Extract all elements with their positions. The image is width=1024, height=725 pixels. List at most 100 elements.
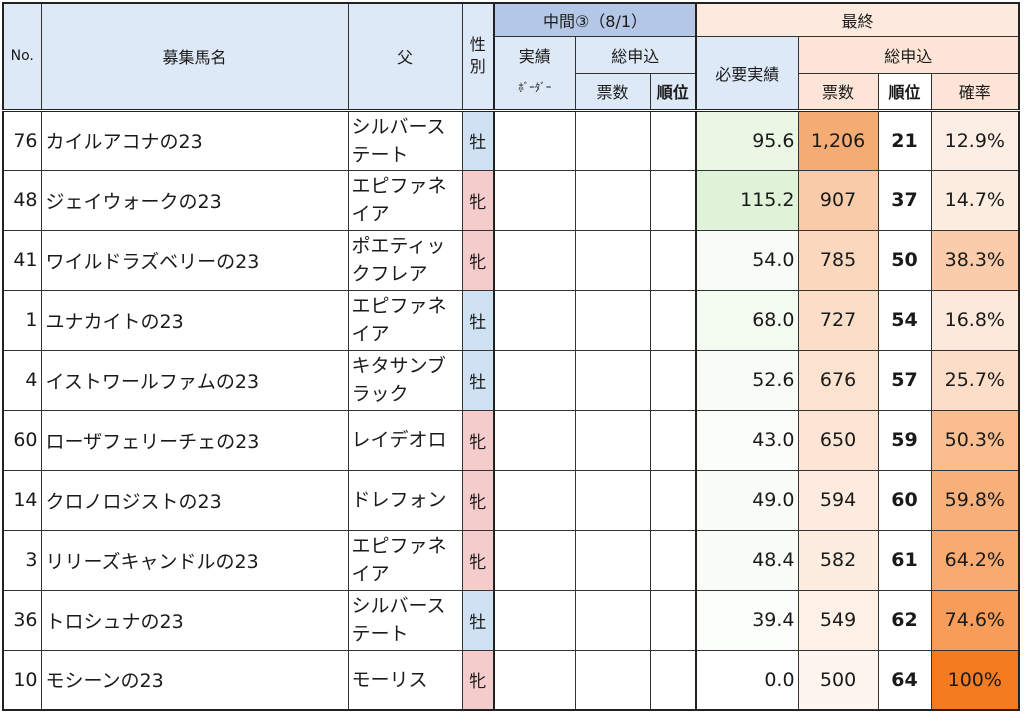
final-rank-cell: 54 xyxy=(877,289,932,351)
probability-cell: 38.3% xyxy=(930,229,1020,291)
sire-cell: エピファネイア xyxy=(347,529,463,591)
mid-border-cell xyxy=(493,349,576,411)
horse-name-cell: ジェイウォークの23 xyxy=(40,169,349,231)
sex-cell: 牝 xyxy=(461,229,495,291)
header-final-total: 総申込 xyxy=(797,35,1020,74)
header-final-rate: 確率 xyxy=(930,72,1020,111)
mid-rank-cell xyxy=(649,289,697,351)
mid-rank-cell xyxy=(649,529,697,591)
probability-cell: 100% xyxy=(930,649,1020,711)
final-votes-cell: 549 xyxy=(797,589,879,651)
row-number-cell: 1 xyxy=(2,289,42,351)
horse-name-cell: クロノロジストの23 xyxy=(40,469,349,531)
sire-cell: シルバーステート xyxy=(347,108,463,171)
final-votes-cell: 727 xyxy=(797,289,879,351)
horse-name-cell: ユナカイトの23 xyxy=(40,289,349,351)
header-mid-border-sublabel: ﾎﾞｰﾀﾞｰ xyxy=(518,80,552,94)
row-number-cell: 76 xyxy=(2,108,42,171)
probability-cell: 59.8% xyxy=(930,469,1020,531)
sex-cell: 牡 xyxy=(461,108,495,171)
header-sire: 父 xyxy=(347,2,463,111)
mid-border-cell xyxy=(493,409,576,471)
final-rank-cell: 37 xyxy=(877,169,932,231)
horse-name-cell: モシーンの23 xyxy=(40,649,349,711)
horse-name-cell: カイルアコナの23 xyxy=(40,108,349,171)
sire-cell: エピファネイア xyxy=(347,289,463,351)
row-number-cell: 36 xyxy=(2,589,42,651)
header-sex-label: 性別 xyxy=(469,35,486,77)
table-row: 1 ユナカイトの23 エピファネイア牡 68.0 727 54 16.8% xyxy=(2,289,1020,351)
sire-cell: ドレフォン xyxy=(347,469,463,531)
final-votes-cell: 676 xyxy=(797,349,879,411)
header-row-3: 票数 順位 票数 順位 確率 xyxy=(3,72,1020,111)
header-no: No. xyxy=(2,2,42,111)
mid-border-cell xyxy=(493,589,576,651)
table-header: No. 募集馬名 父 性別 中間③（8/1） 最終 実績 ﾎﾞｰﾀﾞｰ 総申込 必… xyxy=(2,2,1020,111)
horse-name-cell: リリーズキャンドルの23 xyxy=(40,529,349,591)
final-rank-cell: 61 xyxy=(877,529,932,591)
sex-cell: 牝 xyxy=(461,529,495,591)
table-row: 10 モシーンの23 モーリス牝 0.0 500 64 100% xyxy=(2,649,1020,711)
mid-rank-cell xyxy=(649,349,697,411)
final-votes-cell: 1,206 xyxy=(797,108,879,171)
final-rank-cell: 64 xyxy=(877,649,932,711)
header-row-1: No. 募集馬名 父 性別 中間③（8/1） 最終 xyxy=(2,2,1020,111)
horse-name-cell: ワイルドラズベリーの23 xyxy=(40,229,349,291)
table-body: 76 カイルアコナの23 シルバーステート牡 95.6 1,206 21 12.9% 48 ジェ… xyxy=(2,108,1020,711)
table-row: 48 ジェイウォークの23 エピファネイア牝 115.2 907 37 14.7% xyxy=(2,169,1020,231)
final-rank-cell: 60 xyxy=(877,469,932,531)
required-performance-cell: 39.4 xyxy=(695,589,799,651)
final-votes-cell: 907 xyxy=(797,169,879,231)
sex-cell: 牝 xyxy=(461,469,495,531)
horse-name-cell: イストワールファムの23 xyxy=(40,349,349,411)
mid-votes-cell xyxy=(574,649,651,711)
header-final-votes: 票数 xyxy=(797,72,879,111)
mid-border-cell xyxy=(493,649,576,711)
mid-votes-cell xyxy=(574,589,651,651)
final-votes-cell: 785 xyxy=(797,229,879,291)
probability-cell: 74.6% xyxy=(930,589,1020,651)
probability-cell: 25.7% xyxy=(930,349,1020,411)
mid-votes-cell xyxy=(574,409,651,471)
table-row: 76 カイルアコナの23 シルバーステート牡 95.6 1,206 21 12.9% xyxy=(2,108,1020,171)
final-rank-cell: 21 xyxy=(877,108,932,171)
final-rank-cell: 50 xyxy=(877,229,932,291)
horse-name-cell: ローザフェリーチェの23 xyxy=(40,409,349,471)
final-rank-cell: 57 xyxy=(877,349,932,411)
required-performance-cell: 52.6 xyxy=(695,349,799,411)
header-mid-border: 実績 ﾎﾞｰﾀﾞｰ xyxy=(493,35,576,111)
header-mid-votes: 票数 xyxy=(574,72,651,111)
table-row: 4 イストワールファムの23 キタサンブラック牡 52.6 676 57 25.7% xyxy=(2,349,1020,411)
sire-cell: レイデオロ xyxy=(347,409,463,471)
sex-cell: 牝 xyxy=(461,649,495,711)
mid-rank-cell xyxy=(649,469,697,531)
mid-votes-cell xyxy=(574,529,651,591)
header-mid-border-label: 実績 xyxy=(518,46,551,66)
table-row: 36 トロシュナの23 シルバーステート牡 39.4 549 62 74.6% xyxy=(2,589,1020,651)
sex-cell: 牡 xyxy=(461,589,495,651)
required-performance-cell: 49.0 xyxy=(695,469,799,531)
row-number-cell: 60 xyxy=(2,409,42,471)
sire-cell: シルバーステート xyxy=(347,589,463,651)
mid-rank-cell xyxy=(649,649,697,711)
row-number-cell: 3 xyxy=(2,529,42,591)
final-votes-cell: 500 xyxy=(797,649,879,711)
row-number-cell: 10 xyxy=(2,649,42,711)
mid-votes-cell xyxy=(574,169,651,231)
required-performance-cell: 43.0 xyxy=(695,409,799,471)
required-performance-cell: 68.0 xyxy=(695,289,799,351)
sex-cell: 牡 xyxy=(461,289,495,351)
row-number-cell: 48 xyxy=(2,169,42,231)
table-row: 60 ローザフェリーチェの23 レイデオロ牝 43.0 650 59 50.3% xyxy=(2,409,1020,471)
required-performance-cell: 48.4 xyxy=(695,529,799,591)
mid-rank-cell xyxy=(649,409,697,471)
final-votes-cell: 594 xyxy=(797,469,879,531)
sire-cell: エピファネイア xyxy=(347,169,463,231)
mid-border-cell xyxy=(493,289,576,351)
header-horse-name: 募集馬名 xyxy=(40,2,349,111)
header-mid-rank: 順位 xyxy=(649,72,697,111)
probability-cell: 64.2% xyxy=(930,529,1020,591)
sire-cell: モーリス xyxy=(347,649,463,711)
mid-votes-cell xyxy=(574,349,651,411)
probability-cell: 16.8% xyxy=(930,289,1020,351)
